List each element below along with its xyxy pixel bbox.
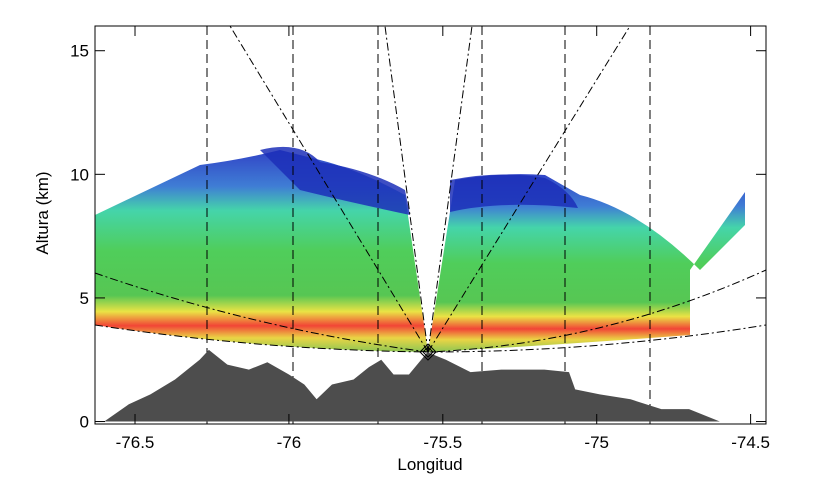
terrain-area	[104, 349, 760, 422]
x-axis-label: Longitud	[397, 455, 462, 474]
y-tick-label: 5	[80, 289, 89, 308]
radar-marker	[419, 343, 437, 361]
x-tick-label: -74.5	[731, 433, 770, 452]
y-tick-label: 0	[80, 413, 89, 432]
x-tick-label: -76.5	[116, 433, 155, 452]
x-tick-label: -75	[584, 433, 609, 452]
beam-lines	[94, 25, 767, 424]
x-tick-label: -76	[277, 433, 302, 452]
x-tick-label: -75.5	[423, 433, 462, 452]
y-tick-label: 10	[70, 165, 89, 184]
y-tick-label: 15	[70, 42, 89, 61]
plot-frame	[94, 25, 767, 425]
radar-echo	[95, 146, 745, 352]
y-axis-label: Altura (km)	[33, 171, 52, 254]
